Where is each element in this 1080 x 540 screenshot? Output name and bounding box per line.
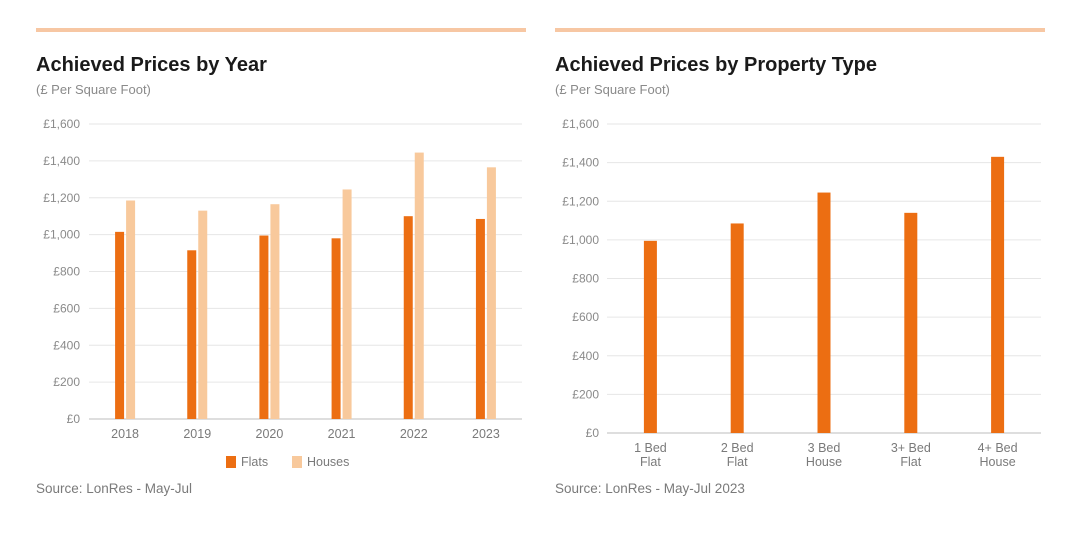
- y-tick-label: £1,000: [562, 233, 599, 247]
- y-tick-label: £1,600: [43, 117, 80, 131]
- chart-title: Achieved Prices by Property Type: [555, 54, 877, 76]
- source-note: Source: LonRes - May-Jul: [36, 481, 193, 496]
- x-tick-label: 3 Bed: [808, 441, 841, 455]
- y-tick-label: £1,400: [43, 154, 80, 168]
- y-tick-label: £1,400: [562, 156, 599, 170]
- bar: [414, 152, 424, 419]
- x-tick-label: 4+ Bed: [978, 441, 1018, 455]
- x-tick-label: House: [806, 455, 842, 469]
- bar: [270, 204, 280, 419]
- x-tick-label: 2019: [183, 427, 211, 441]
- bar: [403, 216, 413, 419]
- bar: [643, 240, 657, 433]
- y-tick-label: £200: [53, 375, 80, 389]
- chart-panel-by-property-type: Achieved Prices by Property Type (£ Per …: [555, 0, 1045, 540]
- bar-chart-by-property-type: £0 £200 £400 £600 £800 £1,000 £1,200 £1,400 £1,6…: [562, 117, 1041, 469]
- y-tick-label: £1,200: [43, 191, 80, 205]
- legend-swatch: [226, 456, 236, 468]
- y-tick-label: £0: [586, 426, 600, 440]
- bar: [126, 200, 136, 419]
- x-tick-label: 2018: [111, 427, 139, 441]
- y-tick-label: £1,000: [43, 228, 80, 242]
- bar: [342, 189, 352, 419]
- bar: [475, 218, 485, 419]
- x-tick-label: 2 Bed: [721, 441, 754, 455]
- bar: [904, 212, 918, 433]
- chart-panel-by-year: Achieved Prices by Year (£ Per Square Fo…: [36, 0, 526, 540]
- source-note: Source: LonRes - May-Jul 2023: [555, 481, 745, 496]
- y-tick-label: £400: [53, 338, 80, 352]
- y-tick-label: £1,200: [562, 194, 599, 208]
- legend-swatch: [292, 456, 302, 468]
- accent-rule: [555, 28, 1045, 32]
- bar: [730, 223, 744, 433]
- y-tick-label: £1,600: [562, 117, 599, 131]
- bar: [817, 192, 831, 433]
- y-tick-label: £600: [53, 301, 80, 315]
- legend-label: Flats: [241, 455, 268, 469]
- bar: [331, 238, 341, 419]
- y-tick-label: £400: [572, 349, 599, 363]
- y-tick-label: £0: [67, 412, 81, 426]
- bar: [991, 156, 1005, 434]
- bar: [198, 210, 208, 419]
- x-tick-label: 2023: [472, 427, 500, 441]
- x-tick-label: Flat: [727, 455, 748, 469]
- accent-rule: [36, 28, 526, 32]
- bar-chart-by-year: £0 £200 £400 £600 £800 £1,000 £1,200 £1,400 £1,6…: [43, 117, 522, 469]
- y-tick-label: £600: [572, 310, 599, 324]
- x-tick-label: Flat: [640, 455, 661, 469]
- chart-title: Achieved Prices by Year: [36, 54, 267, 76]
- bar: [259, 235, 269, 419]
- bar: [187, 250, 197, 419]
- x-tick-label: 1 Bed: [634, 441, 667, 455]
- bar: [486, 167, 496, 419]
- bar: [115, 231, 125, 419]
- x-tick-label: 3+ Bed: [891, 441, 931, 455]
- x-tick-label: House: [980, 455, 1016, 469]
- y-tick-label: £800: [572, 272, 599, 286]
- y-tick-label: £200: [572, 387, 599, 401]
- chart-subtitle: (£ Per Square Foot): [36, 82, 151, 97]
- x-tick-label: 2020: [256, 427, 284, 441]
- y-tick-label: £800: [53, 265, 80, 279]
- legend-label: Houses: [307, 455, 349, 469]
- x-tick-label: 2021: [328, 427, 356, 441]
- x-tick-label: Flat: [900, 455, 921, 469]
- chart-subtitle: (£ Per Square Foot): [555, 82, 670, 97]
- x-tick-label: 2022: [400, 427, 428, 441]
